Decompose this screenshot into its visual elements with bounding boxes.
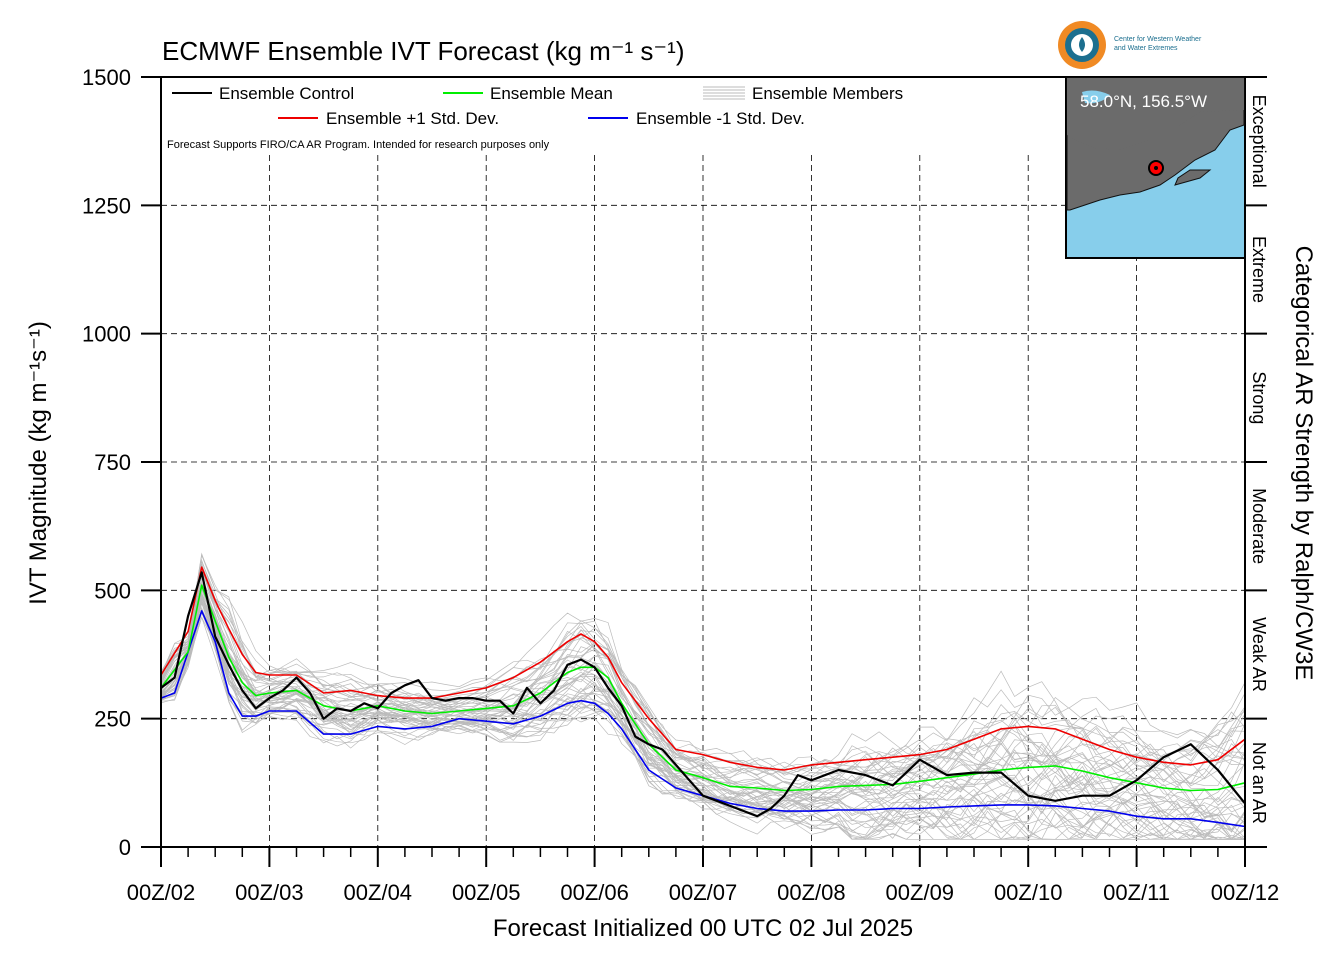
- y-tick-label: 0: [119, 835, 131, 860]
- ensemble-member-line: [160, 594, 1246, 820]
- legend-mean-label: Ensemble Mean: [490, 84, 613, 103]
- category-label: Moderate: [1249, 488, 1269, 564]
- x-tick-label: 00Z/11: [1103, 880, 1170, 905]
- ensemble-member-line: [160, 592, 1246, 839]
- y-tick-label: 1250: [82, 193, 131, 218]
- ensemble-member-line: [160, 596, 1246, 840]
- y-tick-label: 1500: [82, 65, 131, 90]
- ensemble-member-line: [160, 596, 1245, 840]
- x-tick-label: 00Z/06: [560, 880, 629, 905]
- x-axis-label: Forecast Initialized 00 UTC 02 Jul 2025: [493, 915, 913, 942]
- ensemble-member-line: [160, 582, 1246, 806]
- x-tick-label: 00Z/08: [777, 880, 846, 905]
- x-tick-label: 00Z/12: [1211, 880, 1280, 905]
- ensemble-member-line: [160, 584, 1246, 840]
- category-label: Exceptional: [1249, 95, 1269, 188]
- ensemble-member-line: [160, 585, 1246, 818]
- x-tick-label: 00Z/04: [344, 880, 413, 905]
- x-tick-label: 00Z/03: [235, 880, 304, 905]
- y-tick-label: 500: [94, 578, 131, 603]
- ensemble-member-line: [160, 592, 1245, 840]
- ensemble-member-line: [160, 562, 1246, 803]
- ensemble-member-line: [160, 558, 1246, 787]
- legend-plus-std-label: Ensemble +1 Std. Dev.: [326, 109, 499, 128]
- series-line-ensemble-1-std-dev-: [160, 610, 1246, 828]
- ensemble-member-line: [160, 607, 1245, 840]
- category-label: Extreme: [1249, 236, 1269, 303]
- series-lines: [160, 566, 1246, 828]
- y-axis-label: IVT Magnitude (kg m⁻¹s⁻¹): [25, 321, 52, 605]
- category-label: Weak AR: [1249, 617, 1269, 692]
- ensemble-member-line: [160, 602, 1245, 840]
- y-tick-label: 1000: [82, 322, 131, 347]
- x-tick-label: 00Z/05: [452, 880, 521, 905]
- legend: Ensemble Control Ensemble Mean Ensemble …: [167, 84, 903, 151]
- ensemble-member-line: [160, 563, 1246, 803]
- ensemble-member-line: [160, 567, 1246, 778]
- legend-control-label: Ensemble Control: [219, 84, 354, 103]
- series-line-ensemble-1-std-dev-: [160, 566, 1246, 771]
- category-label: Strong: [1249, 371, 1269, 424]
- inset-location-label: 58.0°N, 156.5°W: [1080, 92, 1207, 111]
- x-tick-label: 00Z/02: [127, 880, 196, 905]
- legend-members-swatch: [703, 86, 745, 100]
- axes: 0 250 500 750 1000 1250 1500 00Z/02 00Z/03 00Z/04…: [82, 65, 1279, 905]
- ensemble-member-line: [160, 583, 1246, 810]
- logo-text-2: and Water Extremes: [1114, 45, 1178, 52]
- ensemble-member-line: [160, 611, 1246, 840]
- x-tick-label: 00Z/10: [994, 880, 1063, 905]
- ensemble-member-line: [160, 591, 1246, 840]
- ensemble-member-line: [160, 568, 1246, 794]
- ensemble-member-line: [160, 593, 1246, 817]
- ensemble-member-line: [160, 606, 1246, 840]
- y-tick-label: 250: [94, 707, 131, 732]
- research-note: Forecast Supports FIRO/CA AR Program. In…: [167, 139, 550, 151]
- category-label: Not an AR: [1249, 742, 1269, 824]
- right-axis-label: Categorical AR Strength by Ralph/CW3E: [1290, 246, 1317, 681]
- series-line-ensemble-control: [160, 571, 1246, 818]
- series-line-ensemble-mean: [160, 584, 1246, 792]
- ensemble-member-line: [160, 588, 1246, 816]
- legend-minus-std-label: Ensemble -1 Std. Dev.: [636, 109, 805, 128]
- ensemble-member-line: [160, 586, 1245, 840]
- y-tick-label: 750: [94, 450, 131, 475]
- chart-title: ECMWF Ensemble IVT Forecast (kg m⁻¹ s⁻¹): [162, 36, 684, 66]
- x-tick-label: 00Z/07: [669, 880, 738, 905]
- location-inset-map: 58.0°N, 156.5°W: [1065, 76, 1246, 259]
- ensemble-member-line: [160, 588, 1246, 840]
- ensemble-member-line: [160, 600, 1246, 836]
- legend-members-label: Ensemble Members: [752, 84, 903, 103]
- x-tick-label: 00Z/09: [886, 880, 955, 905]
- logo-text-1: Center for Western Weather: [1114, 36, 1202, 43]
- cw3e-logo: Center for Western Weather and Water Ext…: [1058, 21, 1202, 69]
- ensemble-member-line: [160, 553, 1246, 790]
